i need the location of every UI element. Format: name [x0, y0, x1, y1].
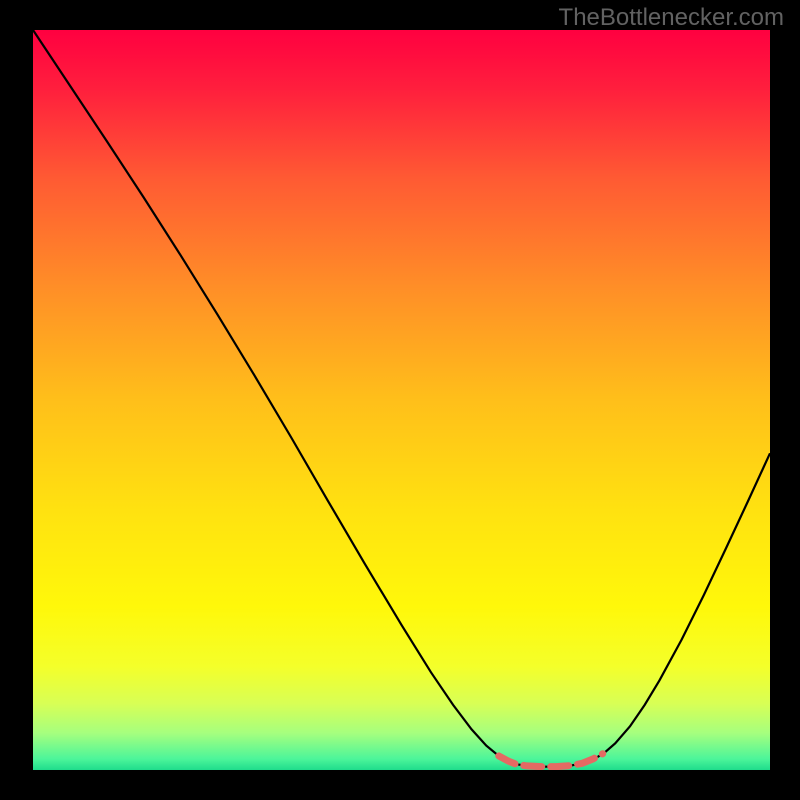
chart-stage: TheBottlenecker.com — [0, 0, 800, 800]
watermark-text: TheBottlenecker.com — [559, 4, 784, 32]
plot-area — [33, 30, 770, 770]
main-curve — [33, 30, 770, 767]
curve-layer — [33, 30, 770, 770]
valley-dash-segment — [499, 754, 603, 767]
